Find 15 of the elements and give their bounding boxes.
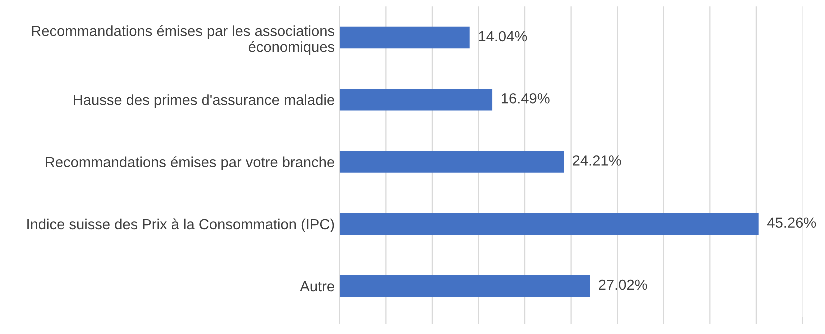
data-label: 16.49%	[502, 93, 550, 104]
bar	[340, 151, 564, 173]
data-label: 45.26%	[768, 218, 816, 228]
data-label: 27.02%	[599, 280, 648, 290]
bar	[340, 275, 590, 298]
bar	[340, 26, 470, 49]
data-label: 24.21%	[573, 156, 622, 166]
y-tick-label: Hausse des primes d'assurance maladie	[74, 94, 334, 108]
bar	[340, 88, 493, 111]
y-tick-label: Recommandations émises par votre branche	[46, 156, 334, 170]
data-label: 14.04%	[479, 31, 528, 42]
bar	[340, 213, 759, 235]
y-tick-label: Autre	[300, 281, 334, 292]
y-tick-label: Indice suisse des Prix à la Consommation (IPC)	[28, 218, 334, 232]
y-tick-label: Recommandations émises par les associations économiques	[32, 25, 335, 56]
